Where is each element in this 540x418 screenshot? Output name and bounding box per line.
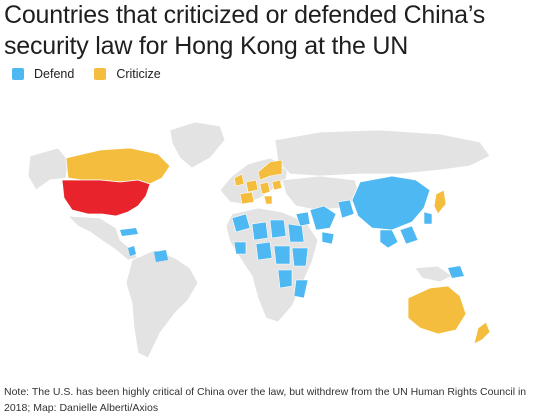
legend-item-defend: Defend xyxy=(12,67,74,81)
australia xyxy=(407,285,467,335)
defend-asia xyxy=(295,199,433,249)
south-america xyxy=(125,249,199,359)
nicaragua xyxy=(128,246,136,256)
venezuela xyxy=(154,250,168,262)
mexico-central-america xyxy=(66,215,139,261)
legend-label-criticize: Criticize xyxy=(116,67,161,81)
united-states xyxy=(61,179,151,217)
russia xyxy=(274,129,491,177)
new-zealand xyxy=(473,321,491,345)
legend: Defend Criticize xyxy=(12,67,181,81)
japan xyxy=(433,189,447,215)
defend-swatch xyxy=(12,68,24,80)
alaska xyxy=(27,147,69,191)
se-asia-islands xyxy=(414,265,453,283)
china xyxy=(351,175,431,231)
legend-label-defend: Defend xyxy=(34,67,75,81)
footnote: Note: The U.S. has been highly critical … xyxy=(4,386,527,414)
criticize-europe xyxy=(233,159,283,205)
canada xyxy=(65,147,171,185)
legend-item-criticize: Criticize xyxy=(94,67,161,81)
defend-africa xyxy=(231,213,309,299)
criticize-swatch xyxy=(94,68,107,80)
chart-title: Countries that criticized or defended Ch… xyxy=(4,1,486,60)
papua-new-guinea xyxy=(448,266,464,278)
world-map xyxy=(27,121,491,359)
cuba xyxy=(120,228,138,236)
greenland xyxy=(169,121,226,169)
